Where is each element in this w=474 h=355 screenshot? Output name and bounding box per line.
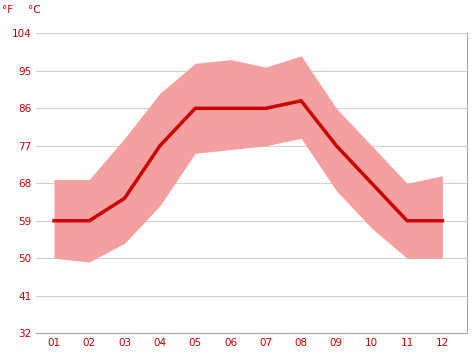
Text: °C: °C <box>27 5 40 15</box>
Text: °F: °F <box>2 5 13 15</box>
